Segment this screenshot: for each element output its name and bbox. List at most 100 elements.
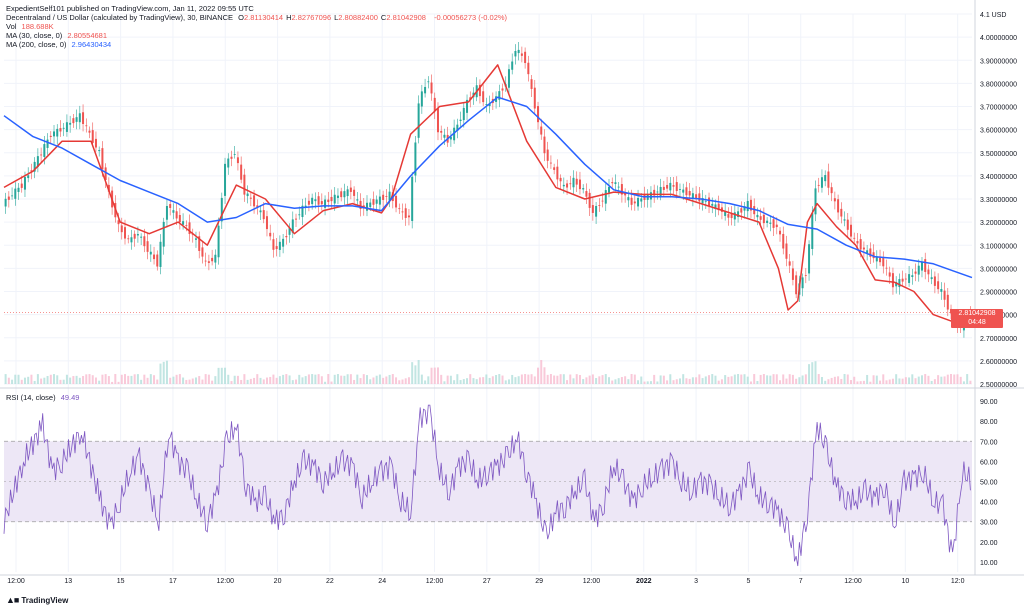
- ma200-label: MA (200, close, 0): [6, 40, 67, 49]
- candle-body: [943, 290, 946, 300]
- volume-bar: [901, 378, 904, 384]
- candle-body: [288, 228, 291, 235]
- candle-body: [488, 103, 491, 107]
- volume-bar: [449, 375, 452, 384]
- volume-bar: [307, 374, 310, 384]
- volume-bar: [311, 374, 314, 384]
- ma200-legend[interactable]: MA (200, close, 0) 2.96430434: [6, 40, 114, 49]
- volume-bar: [837, 376, 840, 384]
- volume-bar: [695, 377, 698, 384]
- candle-body: [588, 192, 591, 208]
- volume-bar: [914, 378, 917, 384]
- rsi-tick-label: 10.00: [980, 560, 998, 567]
- candle-body: [211, 257, 214, 262]
- candle-body: [14, 188, 17, 199]
- candle-body: [624, 192, 627, 196]
- volume-bar: [937, 375, 940, 384]
- candle-body: [695, 194, 698, 199]
- rsi-line: [3, 404, 971, 567]
- volume-bar: [927, 375, 930, 384]
- candle-body: [295, 218, 298, 220]
- volume-bar: [708, 375, 711, 384]
- rsi-legend[interactable]: RSI (14, close) 49.49: [6, 393, 82, 402]
- volume-bar: [398, 380, 401, 384]
- time-tick-label: 12:0: [951, 578, 965, 585]
- candle-body: [382, 194, 385, 200]
- time-tick-label: 3: [694, 578, 698, 585]
- volume-bar: [908, 377, 911, 384]
- volume-bar: [675, 379, 678, 384]
- volume-bar: [446, 375, 449, 384]
- candle-body: [143, 236, 146, 247]
- change-value: -0.00056273 (-0.02%): [434, 13, 508, 22]
- volume-bar: [540, 360, 543, 384]
- rsi-tick-label: 40.00: [980, 500, 998, 507]
- volume-bar: [866, 374, 869, 384]
- volume-bar: [685, 378, 688, 384]
- volume-bar: [808, 364, 811, 384]
- last-price: 2.81042908: [958, 310, 996, 317]
- volume-bar: [556, 375, 559, 384]
- volume-bar: [53, 374, 56, 384]
- candle-body: [520, 53, 523, 56]
- volume-bar: [478, 377, 481, 384]
- volume-bar: [946, 374, 949, 384]
- candle-body: [833, 198, 836, 202]
- candle-body: [398, 208, 401, 210]
- candle-body: [20, 183, 23, 188]
- tradingview-logo[interactable]: ▲■ TradingView: [6, 595, 68, 605]
- volume-bar: [304, 376, 307, 384]
- candle-body: [582, 188, 585, 190]
- candle-body: [927, 269, 930, 275]
- volume-bar: [911, 374, 914, 384]
- candle-body: [104, 167, 107, 181]
- volume-bar: [165, 360, 168, 384]
- candle-body: [585, 191, 588, 197]
- volume-bar: [527, 374, 530, 384]
- candle-body: [430, 82, 433, 94]
- volume-bar: [530, 374, 533, 384]
- volume-bar: [459, 380, 462, 384]
- candle-body: [611, 182, 614, 184]
- ma30-legend[interactable]: MA (30, close, 0) 2.80554681: [6, 31, 110, 40]
- volume-bar: [843, 374, 846, 384]
- candle-body: [324, 199, 327, 208]
- candle-body: [375, 199, 378, 204]
- candle-body: [165, 205, 168, 220]
- volume-bar: [811, 362, 814, 384]
- volume-bar: [362, 374, 365, 384]
- tradingview-logo-icon: ▲■: [6, 595, 19, 605]
- volume-bar: [543, 367, 546, 384]
- volume-bar: [336, 374, 339, 384]
- volume-legend[interactable]: Vol 188.688K: [6, 22, 57, 31]
- time-tick-label: 12:00: [583, 578, 601, 585]
- volume-bar: [862, 380, 865, 384]
- volume-bar: [856, 381, 859, 384]
- candle-body: [265, 216, 268, 230]
- candle-body: [301, 205, 304, 218]
- volume-bar: [253, 377, 256, 384]
- candle-body: [804, 275, 807, 277]
- candle-body: [872, 252, 875, 259]
- price-tick-label: 3.30000000: [980, 197, 1017, 204]
- volume-bar: [614, 379, 617, 384]
- volume-bar: [814, 361, 817, 384]
- rsi-axis: 90.00 80.00 70.00 60.00 50.00 40.00 30.00 20.00…: [980, 399, 998, 567]
- candle-body: [875, 256, 878, 262]
- volume-bar: [278, 376, 281, 384]
- candle-body: [272, 239, 275, 250]
- volume-bar: [653, 374, 656, 384]
- volume-bar: [495, 375, 498, 384]
- rsi-tick-label: 90.00: [980, 399, 998, 406]
- candle-body: [830, 187, 833, 194]
- candle-body: [482, 91, 485, 103]
- symbol-legend[interactable]: Decentraland / US Dollar (calculated by …: [6, 13, 510, 22]
- candle-body: [920, 261, 923, 271]
- candle-body: [630, 197, 633, 205]
- volume-bar: [320, 376, 323, 384]
- ohlc-value: 2.81130414: [244, 13, 284, 22]
- volume-bar: [801, 375, 804, 384]
- candle-body: [727, 214, 730, 218]
- candle-body: [569, 183, 572, 185]
- volume-bar: [359, 378, 362, 384]
